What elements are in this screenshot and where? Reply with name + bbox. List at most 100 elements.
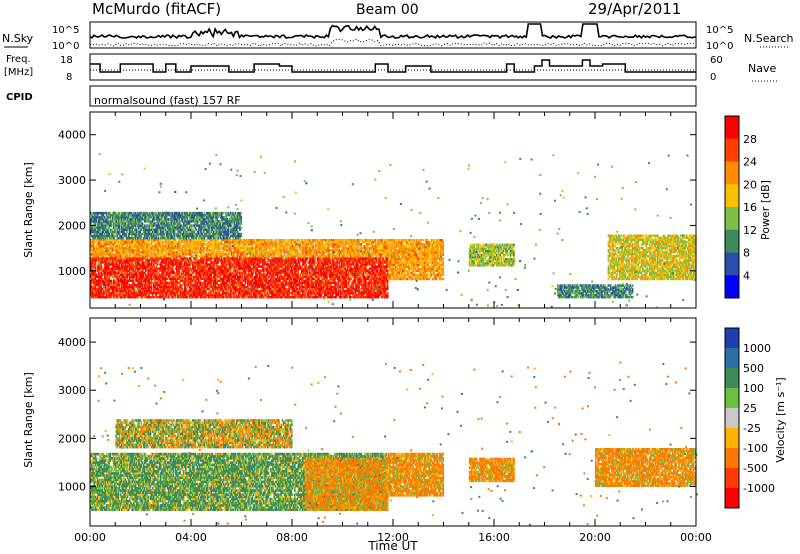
- heatmap-cell-0: [237, 265, 240, 268]
- heatmap-cell-0: [265, 257, 267, 260]
- heatmap-cell-0: [242, 289, 245, 293]
- heatmap-cell-0: [248, 269, 250, 272]
- heatmap-cell-0: [295, 271, 297, 274]
- heatmap-cell-0: [281, 296, 284, 299]
- heatmap-cell-0: [297, 261, 300, 264]
- heatmap-cell-0: [299, 275, 302, 278]
- heatmap-cell-0: [131, 287, 133, 291]
- heatmap-cell-0: [100, 287, 102, 291]
- heatmap-cell-0: [332, 287, 335, 291]
- heatmap-cell-0: [156, 296, 159, 299]
- heatmap-cell-0: [315, 287, 318, 291]
- heatmap-cell-0: [119, 296, 122, 299]
- heatmap-cell-0: [106, 257, 108, 260]
- heatmap-cell-0: [281, 275, 284, 278]
- heatmap-cell-0: [198, 269, 201, 272]
- heatmap-cell-0: [251, 267, 254, 270]
- heatmap-cell-0: [177, 289, 179, 293]
- heatmap-cell-0: [147, 296, 149, 299]
- heatmap-cell-0: [369, 271, 372, 274]
- heatmap-cell-0: [149, 281, 152, 285]
- heatmap-cell-0: [184, 267, 186, 270]
- heatmap-cell-0: [99, 287, 101, 291]
- heatmap-cell-0: [192, 271, 194, 274]
- heatmap-cell-0: [194, 296, 196, 299]
- heatmap-cell-0: [302, 287, 304, 291]
- heatmap-cell-0: [323, 283, 326, 287]
- heatmap-cell-0: [231, 257, 233, 260]
- heatmap-cell-0: [386, 296, 389, 299]
- heatmap-cell-0: [164, 279, 167, 282]
- heatmap-cell-0: [243, 275, 246, 278]
- heatmap-cell-0: [318, 291, 320, 295]
- heatmap-cell-0: [251, 271, 254, 274]
- heatmap-cell-0: [302, 281, 304, 285]
- heatmap-cell-0: [239, 267, 241, 270]
- heatmap-cell-0: [360, 293, 363, 297]
- heatmap-cell-0: [174, 293, 177, 297]
- heatmap-cell-0: [336, 259, 339, 262]
- heatmap-cell-0: [368, 281, 371, 285]
- heatmap-cell-0: [134, 296, 137, 299]
- heatmap-cell-0: [251, 273, 254, 276]
- heatmap-cell-0: [338, 273, 341, 276]
- heatmap-cell-0: [351, 285, 353, 289]
- heatmap-cell-0: [249, 257, 251, 260]
- heatmap-cell-0: [208, 281, 210, 285]
- heatmap-cell-0: [101, 273, 104, 276]
- heatmap-cell-0: [294, 265, 296, 268]
- heatmap-cell-0: [284, 267, 287, 270]
- heatmap-cell-0: [173, 291, 176, 295]
- heatmap-cell-0: [195, 269, 198, 272]
- heatmap-cell-0: [148, 273, 151, 276]
- heatmap-cell-0: [170, 259, 172, 262]
- heatmap-cell-0: [151, 267, 154, 270]
- heatmap-cell-0: [90, 291, 92, 295]
- heatmap-cell-0: [221, 296, 224, 299]
- heatmap-cell-0: [210, 273, 212, 276]
- heatmap-cell-0: [279, 283, 281, 287]
- heatmap-cell-0: [258, 275, 261, 278]
- heatmap-cell-0: [255, 265, 257, 268]
- heatmap-cell-0: [125, 265, 128, 268]
- heatmap-cell-0: [174, 261, 177, 264]
- heatmap-cell-0: [274, 273, 277, 276]
- heatmap-cell-0: [279, 287, 281, 291]
- heatmap-cell-0: [222, 265, 225, 268]
- heatmap-cell-0: [124, 281, 127, 285]
- heatmap-cell-0: [248, 281, 250, 285]
- heatmap-cell-0: [179, 261, 182, 264]
- heatmap-cell-0: [179, 257, 182, 260]
- heatmap-cell-0: [235, 265, 238, 268]
- heatmap-cell-0: [237, 271, 240, 274]
- nave-right-tick-top: 60: [710, 55, 723, 66]
- heatmap-cell-0: [368, 259, 371, 262]
- heatmap-cell-0: [332, 273, 335, 276]
- power-heatmap-cells: [90, 153, 697, 309]
- heatmap-cell-0: [190, 269, 193, 272]
- heatmap-cell-0: [167, 275, 170, 278]
- heatmap-cell-0: [275, 271, 278, 274]
- heatmap-cell-0: [261, 281, 264, 285]
- heatmap-cell-0: [157, 289, 160, 293]
- heatmap-cell-0: [193, 289, 195, 293]
- heatmap-cell-0: [98, 293, 100, 297]
- heatmap-cell-0: [337, 281, 340, 285]
- heatmap-cell-0: [299, 277, 302, 280]
- heatmap-cell-0: [334, 285, 336, 289]
- heatmap-cell-0: [169, 275, 171, 278]
- heatmap-cell-0: [162, 281, 164, 285]
- heatmap-cell-0: [109, 281, 112, 285]
- heatmap-cell-0: [288, 275, 290, 278]
- heatmap-cell-0: [195, 285, 198, 289]
- heatmap-cell-0: [133, 293, 136, 297]
- heatmap-cell-0: [212, 289, 215, 293]
- heatmap-cell-0: [251, 259, 254, 262]
- heatmap-cell-0: [204, 283, 207, 287]
- heatmap-cell-0: [211, 263, 214, 266]
- heatmap-cell-0: [122, 257, 124, 260]
- heatmap-cell-0: [284, 261, 287, 264]
- heatmap-cell-0: [133, 265, 136, 268]
- heatmap-cell-0: [368, 261, 371, 264]
- heatmap-cell-0: [362, 263, 365, 266]
